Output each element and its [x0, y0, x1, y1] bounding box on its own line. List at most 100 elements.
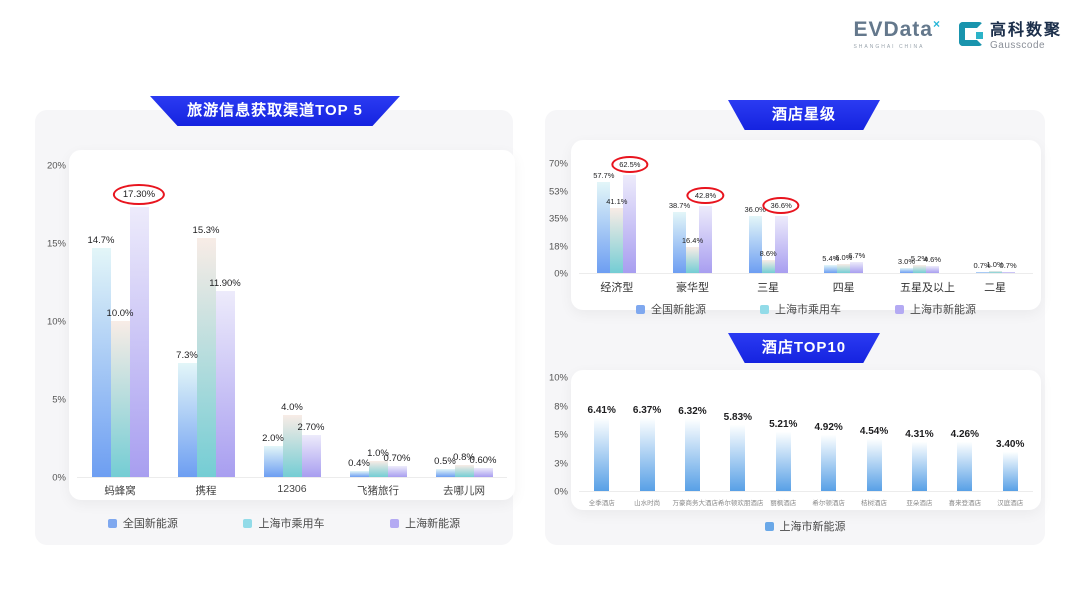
bar: 4.92% [814, 422, 843, 491]
bar-value-label: 11.90% [209, 278, 241, 290]
bar: 10.0% [107, 308, 133, 477]
bar-group: 7.3% 15.3% 11.90% [176, 166, 241, 477]
hotel-star-title-banner: 酒店星级 [728, 100, 880, 130]
category-label: 希尔顿酒店 [812, 500, 845, 507]
bar-value-label: 2.0% [262, 432, 284, 444]
category-label: 桔树酒店 [861, 500, 888, 507]
category-label: 豪华型 [675, 282, 709, 294]
legend-swatch-icon [895, 304, 904, 314]
bar-value-label: 1.0% [986, 260, 1004, 270]
y-tick-label: 20% [46, 160, 66, 172]
y-axis: 20% 15% 10% 5% 0% [43, 150, 69, 500]
bar-value-label: 8.6% [759, 248, 777, 258]
y-tick-label: 8% [554, 401, 568, 412]
y-tick-label: 0% [52, 472, 66, 484]
bar: 4.31% [905, 429, 934, 491]
y-tick-label: 0% [554, 486, 568, 498]
category-label: 汉庭酒店 [997, 500, 1024, 507]
legend-item: 全国新能源 [107, 515, 178, 531]
legend-item: 全国新能源 [636, 301, 706, 317]
chart-card: 14.7% 10.0% 17.30% 7.3% 15.3% 11.90% 2.0% 4.0% 2… [69, 150, 515, 500]
bar-group: 0.5% 0.8% 0.60% [434, 166, 496, 477]
bar: 6.41% [588, 405, 616, 491]
bar: 4.54% [860, 426, 888, 491]
legend-item: 上海市新能源 [764, 518, 846, 534]
bar-value-label-highlighted: 36.6% [762, 196, 800, 214]
legend-label: 上海新能源 [405, 518, 461, 530]
category-label: 经济型 [600, 282, 634, 294]
bar-group: 4.54% [860, 378, 888, 491]
hotel-panel: 酒店星级 70% 53% 35% 18% 0% 57.7% 41.1% 62.5% 38.7%… [545, 100, 1045, 545]
y-tick-label: 18% [548, 241, 568, 252]
bar-group: 3.40% [996, 378, 1024, 491]
category-labels: 全季酒店 山水时尚 万豪商务大酒店 希尔顿欢朋酒店 丽枫酒店 希尔顿酒店 桔树酒店 亚朵酒店 喜… [579, 497, 1033, 507]
plot-area: 14.7% 10.0% 17.30% 7.3% 15.3% 11.90% 2.0% 4.0% 2… [77, 166, 507, 478]
bar-value-label: 57.7% [593, 171, 615, 181]
evdata-logo: EVData× SHANGHAI CHINA [853, 17, 941, 50]
legend-swatch-icon [636, 304, 645, 314]
bar: 15.3% [193, 225, 219, 477]
legend-swatch-icon [243, 518, 253, 528]
legend-label: 上海市乘用车 [258, 518, 325, 530]
bar-group: 57.7% 41.1% 62.5% [593, 155, 649, 273]
plot-area: 57.7% 41.1% 62.5% 38.7% 16.4% 42.8% 36.0% 8.6% 3… [579, 155, 1033, 274]
legend-item: 上海市乘用车 [760, 301, 841, 317]
hotel-top10-title-banner: 酒店TOP10 [728, 333, 880, 363]
bar-value-label: 4.92% [814, 421, 843, 433]
bar: 0.70% [384, 453, 410, 477]
bar-value-label: 6.32% [678, 405, 707, 417]
bar-group: 6.32% [678, 378, 707, 491]
category-label: 希尔顿欢朋酒店 [717, 500, 764, 507]
bar-group: 38.7% 16.4% 42.8% [669, 164, 725, 273]
bar-value-label: 15.3% [192, 225, 220, 237]
legend-swatch-icon [764, 521, 774, 531]
y-axis: 70% 53% 35% 18% 0% [545, 140, 571, 310]
hotel-top10-legend: 上海市新能源 [570, 518, 1040, 534]
bar-value-label: 1.0% [367, 448, 389, 460]
bar: 4.0% [281, 402, 303, 477]
bar: 2.70% [298, 422, 324, 477]
bar-group: 4.26% [951, 378, 979, 491]
bar: 17.30% [112, 184, 166, 477]
bar: 0.7% [1000, 261, 1017, 273]
bar: 4.6% [924, 255, 941, 273]
bar-value-label: 36.0% [744, 205, 766, 215]
y-tick-label: 10% [46, 316, 66, 328]
bar: 5.2% [911, 254, 928, 273]
legend-label: 上海市新能源 [910, 304, 976, 316]
bar-group: 36.0% 8.6% 36.6% [745, 164, 800, 273]
chart-card: 57.7% 41.1% 62.5% 38.7% 16.4% 42.8% 36.0% 8.6% 3… [571, 140, 1041, 316]
evdata-tagline: SHANGHAI CHINA [853, 44, 925, 50]
chart-card: 6.41% 6.37% 6.32% 5.83% 5.21% 4.92% 4.54% 4.31%… [571, 370, 1041, 510]
legend-swatch-icon [390, 518, 400, 528]
bar-value-label: 0.60% [469, 454, 497, 466]
bar-value-label: 4.6% [923, 254, 942, 264]
bar: 6.7% [848, 251, 865, 273]
bar-group: 6.37% [633, 378, 661, 491]
bar-value-label: 4.31% [905, 428, 934, 440]
bar-value-label: 4.54% [859, 426, 889, 438]
legend-label: 上海市乘用车 [775, 304, 841, 316]
bar: 16.4% [682, 236, 703, 273]
plot-area: 6.41% 6.37% 6.32% 5.83% 5.21% 4.92% 4.54% 4.31%… [579, 378, 1033, 492]
category-label: 四星 [832, 282, 855, 294]
bar: 7.3% [176, 350, 198, 477]
y-tick-label: 5% [52, 394, 66, 406]
evdata-logo-text: EVData× [853, 17, 941, 42]
category-label: 蚂蜂窝 [104, 485, 136, 497]
evdata-x-mark-icon: × [932, 17, 941, 31]
legend-swatch-icon [107, 518, 117, 528]
legend-item: 上海市新能源 [895, 301, 976, 317]
bar-value-label: 4.0% [281, 401, 303, 413]
y-tick-label: 5% [554, 429, 568, 441]
y-tick-label: 35% [548, 213, 568, 225]
bar-value-label: 3.0% [897, 257, 916, 267]
gausscode-g-icon [958, 21, 983, 46]
bar: 0.7% [974, 261, 991, 273]
category-label: 二星 [984, 282, 1007, 294]
y-tick-label: 70% [548, 158, 568, 170]
bar: 3.0% [898, 257, 915, 273]
bar: 1.0% [987, 260, 1004, 273]
travel-channels-title-banner: 旅游信息获取渠道TOP 5 [150, 96, 400, 126]
bar: 36.0% [745, 205, 766, 273]
